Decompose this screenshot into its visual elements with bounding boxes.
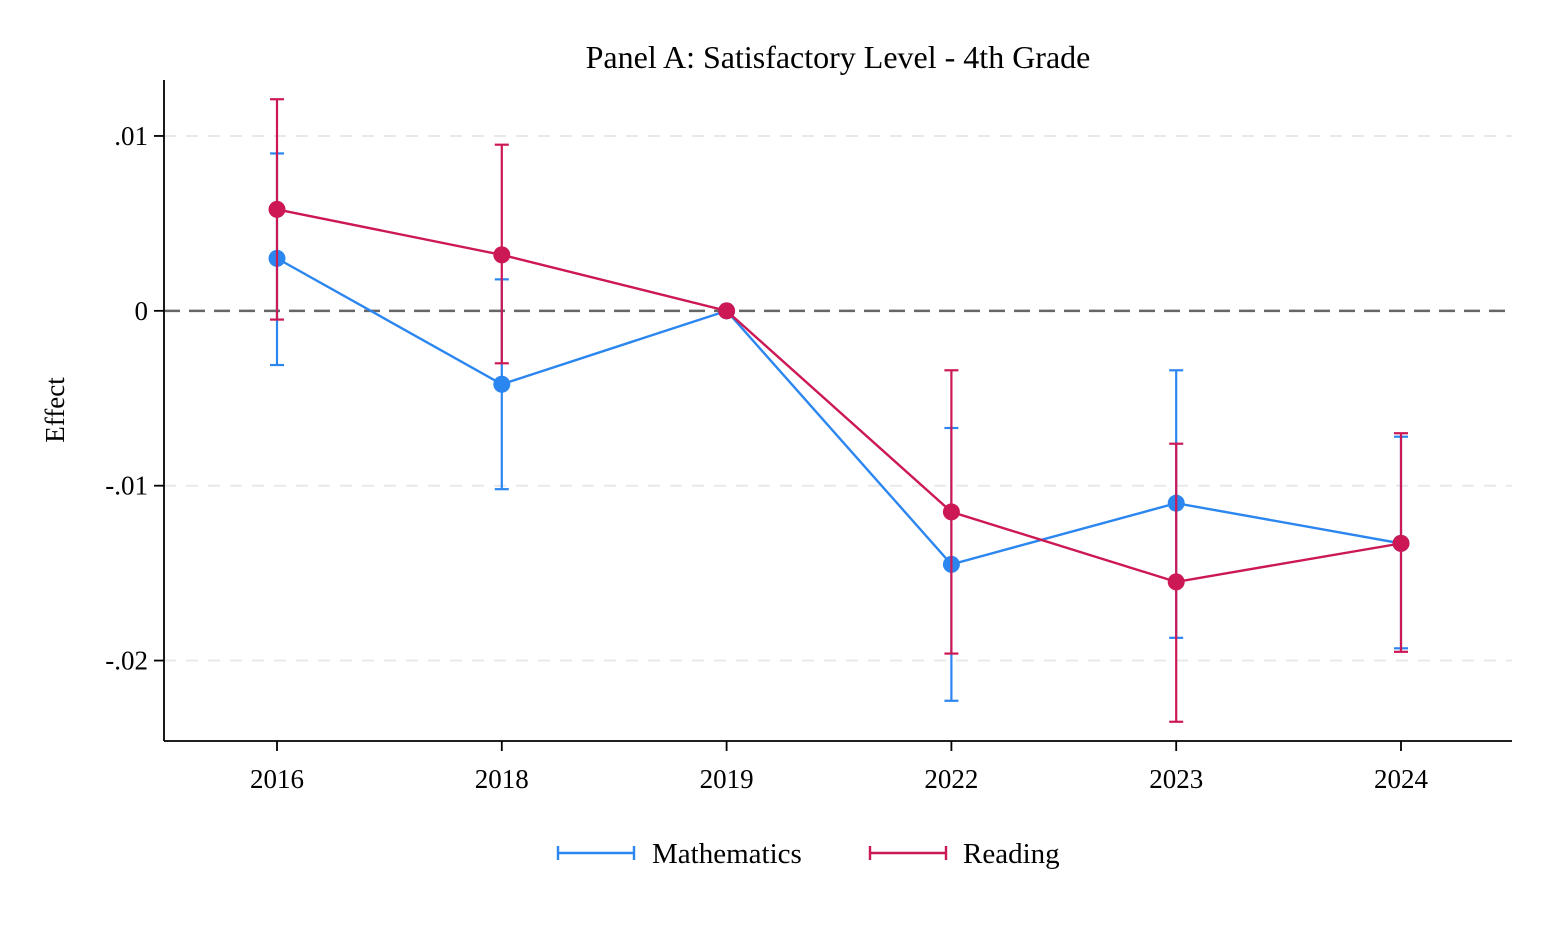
x-tick-label-3: 2022 (924, 764, 978, 794)
series-mathematics (268, 152, 1410, 702)
legend-label-reading: Reading (963, 838, 1060, 870)
legend-item-mathematics: Mathematics (556, 838, 802, 870)
legend: Mathematics Reading (556, 838, 1060, 870)
series-layer (268, 98, 1410, 723)
reading-point-4 (1167, 573, 1185, 591)
legend-label-mathematics: Mathematics (652, 838, 802, 870)
y-tick-label-3: -.02 (105, 646, 148, 676)
reading-point-3 (942, 503, 960, 521)
y-tick-label-1: 0 (135, 296, 149, 326)
reading-point-2 (718, 302, 736, 320)
reading-point-0 (268, 200, 286, 218)
reading-point-5 (1392, 534, 1410, 552)
x-tick-label-1: 2018 (475, 764, 529, 794)
x-tick-label-2: 2019 (700, 764, 754, 794)
chart-title: Panel A: Satisfactory Level - 4th Grade (586, 39, 1091, 75)
grid-layer (164, 134, 1512, 662)
axes-layer: .01 0 -.01 -.02 2016 2018 2019 2022 2023 2024 (105, 80, 1512, 794)
x-tick-label-5: 2024 (1374, 764, 1429, 794)
reading-point-1 (493, 246, 511, 264)
mathematics-point-1 (493, 375, 511, 393)
reading-line (276, 208, 1402, 584)
legend-item-reading: Reading (868, 838, 1060, 870)
x-tick-label-0: 2016 (250, 764, 304, 794)
y-axis-label: Effect (40, 377, 70, 443)
mathematics-line (276, 257, 1402, 566)
series-reading (268, 98, 1410, 723)
y-tick-label-2: -.01 (105, 471, 148, 501)
x-tick-label-4: 2023 (1149, 764, 1203, 794)
y-tick-label-0: .01 (114, 121, 148, 151)
